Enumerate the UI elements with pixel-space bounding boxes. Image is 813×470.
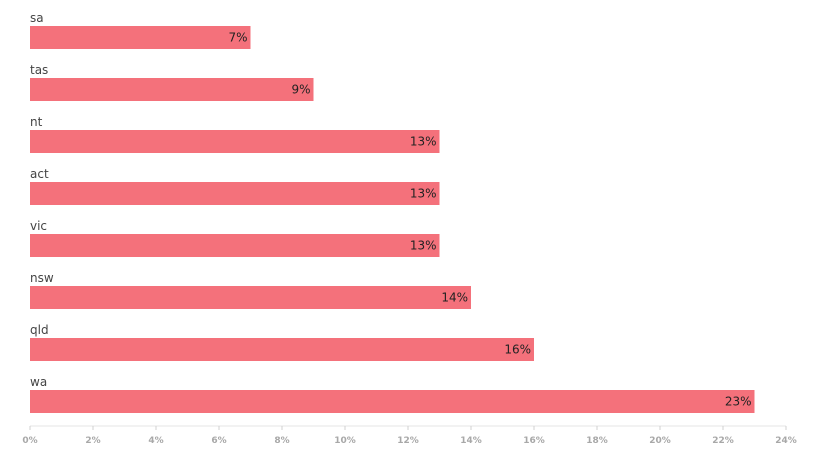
bar bbox=[30, 78, 314, 101]
category-label: nt bbox=[30, 115, 43, 129]
category-label: act bbox=[30, 167, 49, 181]
bars-layer: sa 7% tas 9% nt 13% act 13% vic 13% nsw 14% qld 16% wa… bbox=[30, 11, 755, 413]
bar-value-label: 14% bbox=[441, 291, 468, 305]
bar-value-label: 16% bbox=[504, 343, 531, 357]
category-label: vic bbox=[30, 219, 47, 233]
x-tick-label: 2% bbox=[85, 436, 100, 446]
bar bbox=[30, 390, 755, 413]
bar-value-label: 9% bbox=[291, 83, 310, 97]
bar-value-label: 23% bbox=[725, 395, 752, 409]
x-tick-label: 12% bbox=[397, 436, 419, 446]
bar bbox=[30, 338, 534, 361]
bar bbox=[30, 182, 440, 205]
x-tick-label: 20% bbox=[649, 436, 671, 446]
bar-value-label: 13% bbox=[410, 135, 437, 149]
category-label: sa bbox=[30, 11, 44, 25]
bar bbox=[30, 234, 440, 257]
bar-value-label: 7% bbox=[228, 31, 247, 45]
bar-value-label: 13% bbox=[410, 239, 437, 253]
x-axis: 0% 2% 4% 6% 8% 10% 12% 14% 16% 18% 20% 22% 24% bbox=[22, 425, 797, 446]
x-tick-label: 4% bbox=[148, 436, 163, 446]
category-label: qld bbox=[30, 323, 49, 337]
x-tick-label: 18% bbox=[586, 436, 608, 446]
x-tick-label: 6% bbox=[211, 436, 226, 446]
x-tick-label: 0% bbox=[22, 436, 37, 446]
x-tick-label: 10% bbox=[334, 436, 356, 446]
bar bbox=[30, 26, 251, 49]
category-label: tas bbox=[30, 63, 48, 77]
x-tick-label: 22% bbox=[712, 436, 734, 446]
category-label: nsw bbox=[30, 271, 54, 285]
bar bbox=[30, 130, 440, 153]
x-tick-label: 16% bbox=[523, 436, 545, 446]
x-tick-label: 8% bbox=[274, 436, 289, 446]
bar-value-label: 13% bbox=[410, 187, 437, 201]
x-tick-label: 24% bbox=[775, 436, 797, 446]
bar bbox=[30, 286, 471, 309]
category-label: wa bbox=[30, 375, 47, 389]
x-tick-label: 14% bbox=[460, 436, 482, 446]
